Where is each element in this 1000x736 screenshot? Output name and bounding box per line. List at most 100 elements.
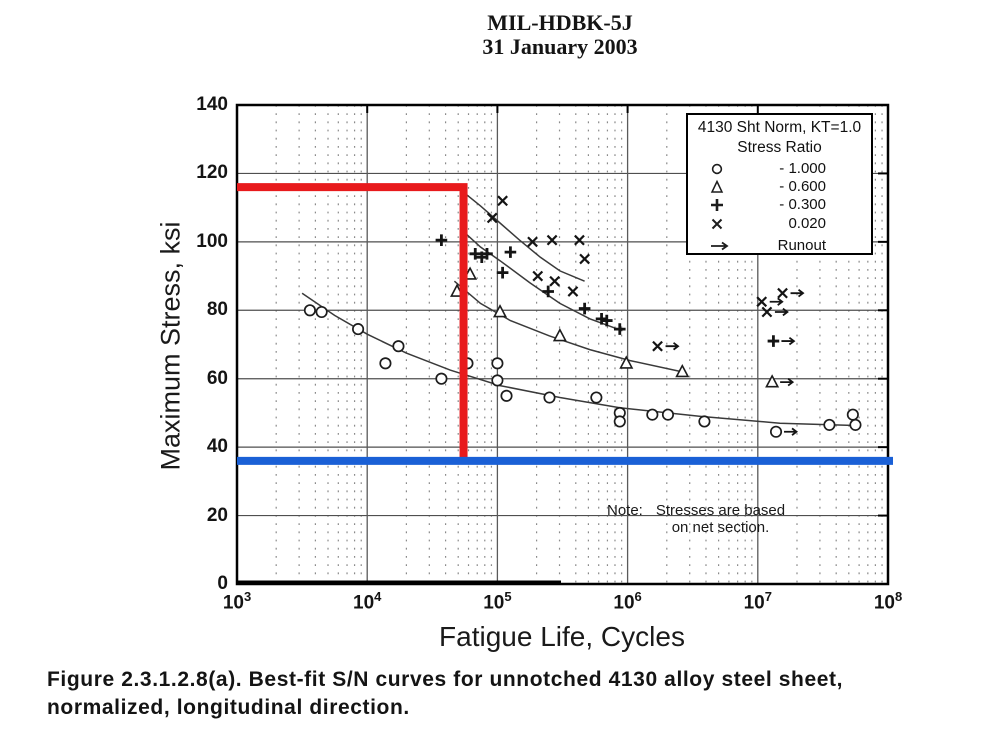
data-point-circle	[543, 391, 556, 404]
data-point-circle	[823, 418, 836, 431]
note-prefix: Note:	[607, 502, 643, 519]
data-point-x	[777, 287, 788, 299]
data-point-circle	[769, 425, 783, 438]
triangle-marker-icon	[710, 179, 724, 193]
legend-subtitle: Stress Ratio	[737, 139, 822, 156]
legend-entry-label: - 0.300	[779, 196, 826, 213]
circle-marker-icon	[711, 163, 723, 175]
runout-arrow-icon	[780, 378, 795, 387]
legend-entry: - 0.600	[688, 178, 871, 196]
legend-entry-label: Runout	[777, 237, 826, 254]
runout-arrow-icon	[774, 307, 789, 317]
document-date: 31 January 2003	[482, 34, 638, 59]
legend-box: 4130 Sht Norm, KT=1.0 Stress Ratio - 1.0…	[686, 113, 873, 255]
legend-entry-label: 0.020	[788, 215, 826, 232]
x-tick-label: 106	[613, 589, 642, 614]
data-point-circle	[500, 389, 513, 402]
y-tick-label: 120	[196, 162, 228, 184]
data-point-circle	[315, 305, 328, 319]
runout-arrow-icon	[711, 241, 729, 251]
data-point-triangle	[492, 304, 508, 318]
y-tick-label: 60	[206, 367, 228, 389]
data-point-plus	[469, 248, 482, 260]
data-point-x	[756, 296, 768, 308]
data-point-plus	[504, 246, 517, 258]
grid-major-lines	[237, 105, 888, 584]
y-tick-label: 80	[206, 299, 228, 321]
data-point-plus	[600, 314, 613, 327]
legend-entry: 0.020	[688, 215, 871, 233]
data-point-circle	[491, 374, 504, 387]
legend-entry-label: - 0.600	[779, 178, 826, 195]
data-point-plus	[767, 335, 780, 347]
data-point-circle	[661, 408, 675, 421]
runout-arrow-icon	[781, 336, 796, 346]
x-tick-label: 103	[222, 589, 252, 614]
runout-arrow-icon	[790, 289, 805, 298]
series-plus	[435, 234, 796, 347]
data-point-circle	[491, 357, 504, 370]
figure-caption: Figure 2.3.1.2.8(a). Best-fit S/N curves…	[47, 666, 843, 722]
data-point-circle	[846, 408, 859, 421]
y-tick-label: 0	[217, 573, 228, 594]
red-annotation-line	[237, 183, 468, 463]
data-point-circle	[590, 391, 603, 404]
data-point-triangle	[552, 328, 567, 342]
data-point-circle	[435, 372, 448, 385]
data-point-triangle	[619, 355, 634, 369]
series-circle	[303, 304, 862, 438]
data-point-x	[761, 306, 773, 318]
y-tick-label: 140	[196, 94, 228, 115]
data-point-triangle	[675, 363, 690, 378]
data-point-x	[497, 195, 508, 207]
data-point-circle	[646, 408, 659, 421]
runout-arrow-icon	[665, 342, 680, 351]
note-line2: on net section.	[671, 519, 770, 536]
data-point-circle	[392, 340, 405, 353]
data-point-x	[652, 340, 663, 352]
plot-border	[235, 103, 890, 586]
note-line1: Stresses are based	[655, 502, 786, 519]
legend-entry: - 1.000	[688, 160, 871, 178]
y-tick-label: 40	[206, 436, 228, 458]
data-point-circle	[379, 357, 392, 370]
data-point-plus	[481, 248, 493, 260]
data-point-plus	[496, 266, 509, 279]
legend-entry: Runout	[688, 237, 871, 255]
data-point-circle	[698, 415, 711, 428]
document-title: MIL-HDBK-5J	[487, 10, 633, 35]
x-tick-label: 107	[743, 589, 772, 614]
x-tick-label: 108	[873, 589, 903, 614]
data-point-plus	[613, 323, 626, 335]
x-tick-label: 105	[483, 589, 512, 614]
data-point-circle	[613, 415, 626, 428]
caption-line2: normalized, longitudinal direction.	[47, 696, 410, 719]
data-point-x	[574, 234, 585, 246]
caption-line1: Figure 2.3.1.2.8(a). Best-fit S/N curves…	[47, 668, 844, 691]
data-point-circle	[303, 304, 316, 317]
plus-marker-icon	[711, 199, 723, 211]
data-point-plus	[542, 285, 554, 298]
chart-note: Note: Stresses are based on net section.	[607, 502, 785, 536]
legend-entry: - 0.300	[688, 196, 871, 214]
x-tick-label: 104	[353, 589, 382, 614]
y-tick-label: 20	[206, 504, 228, 526]
data-point-x	[527, 236, 538, 248]
runout-arrow-icon	[769, 297, 784, 306]
legend-entry-label: - 1.000	[779, 160, 826, 177]
runout-arrow-icon	[784, 427, 799, 436]
data-point-x	[549, 275, 561, 287]
data-point-x	[567, 286, 579, 297]
legend-title: 4130 Sht Norm, KT=1.0	[697, 119, 862, 136]
data-point-x	[579, 253, 591, 265]
data-point-triangle	[765, 374, 780, 388]
data-point-circle	[352, 323, 365, 336]
data-point-plus	[435, 234, 448, 246]
data-point-plus	[578, 302, 591, 315]
data-point-x	[546, 234, 558, 246]
grid-minor-lines	[275, 105, 883, 584]
note-text: Stresses are based on net section.	[656, 502, 785, 536]
x-marker-icon	[711, 218, 723, 230]
data-point-x	[532, 270, 544, 282]
